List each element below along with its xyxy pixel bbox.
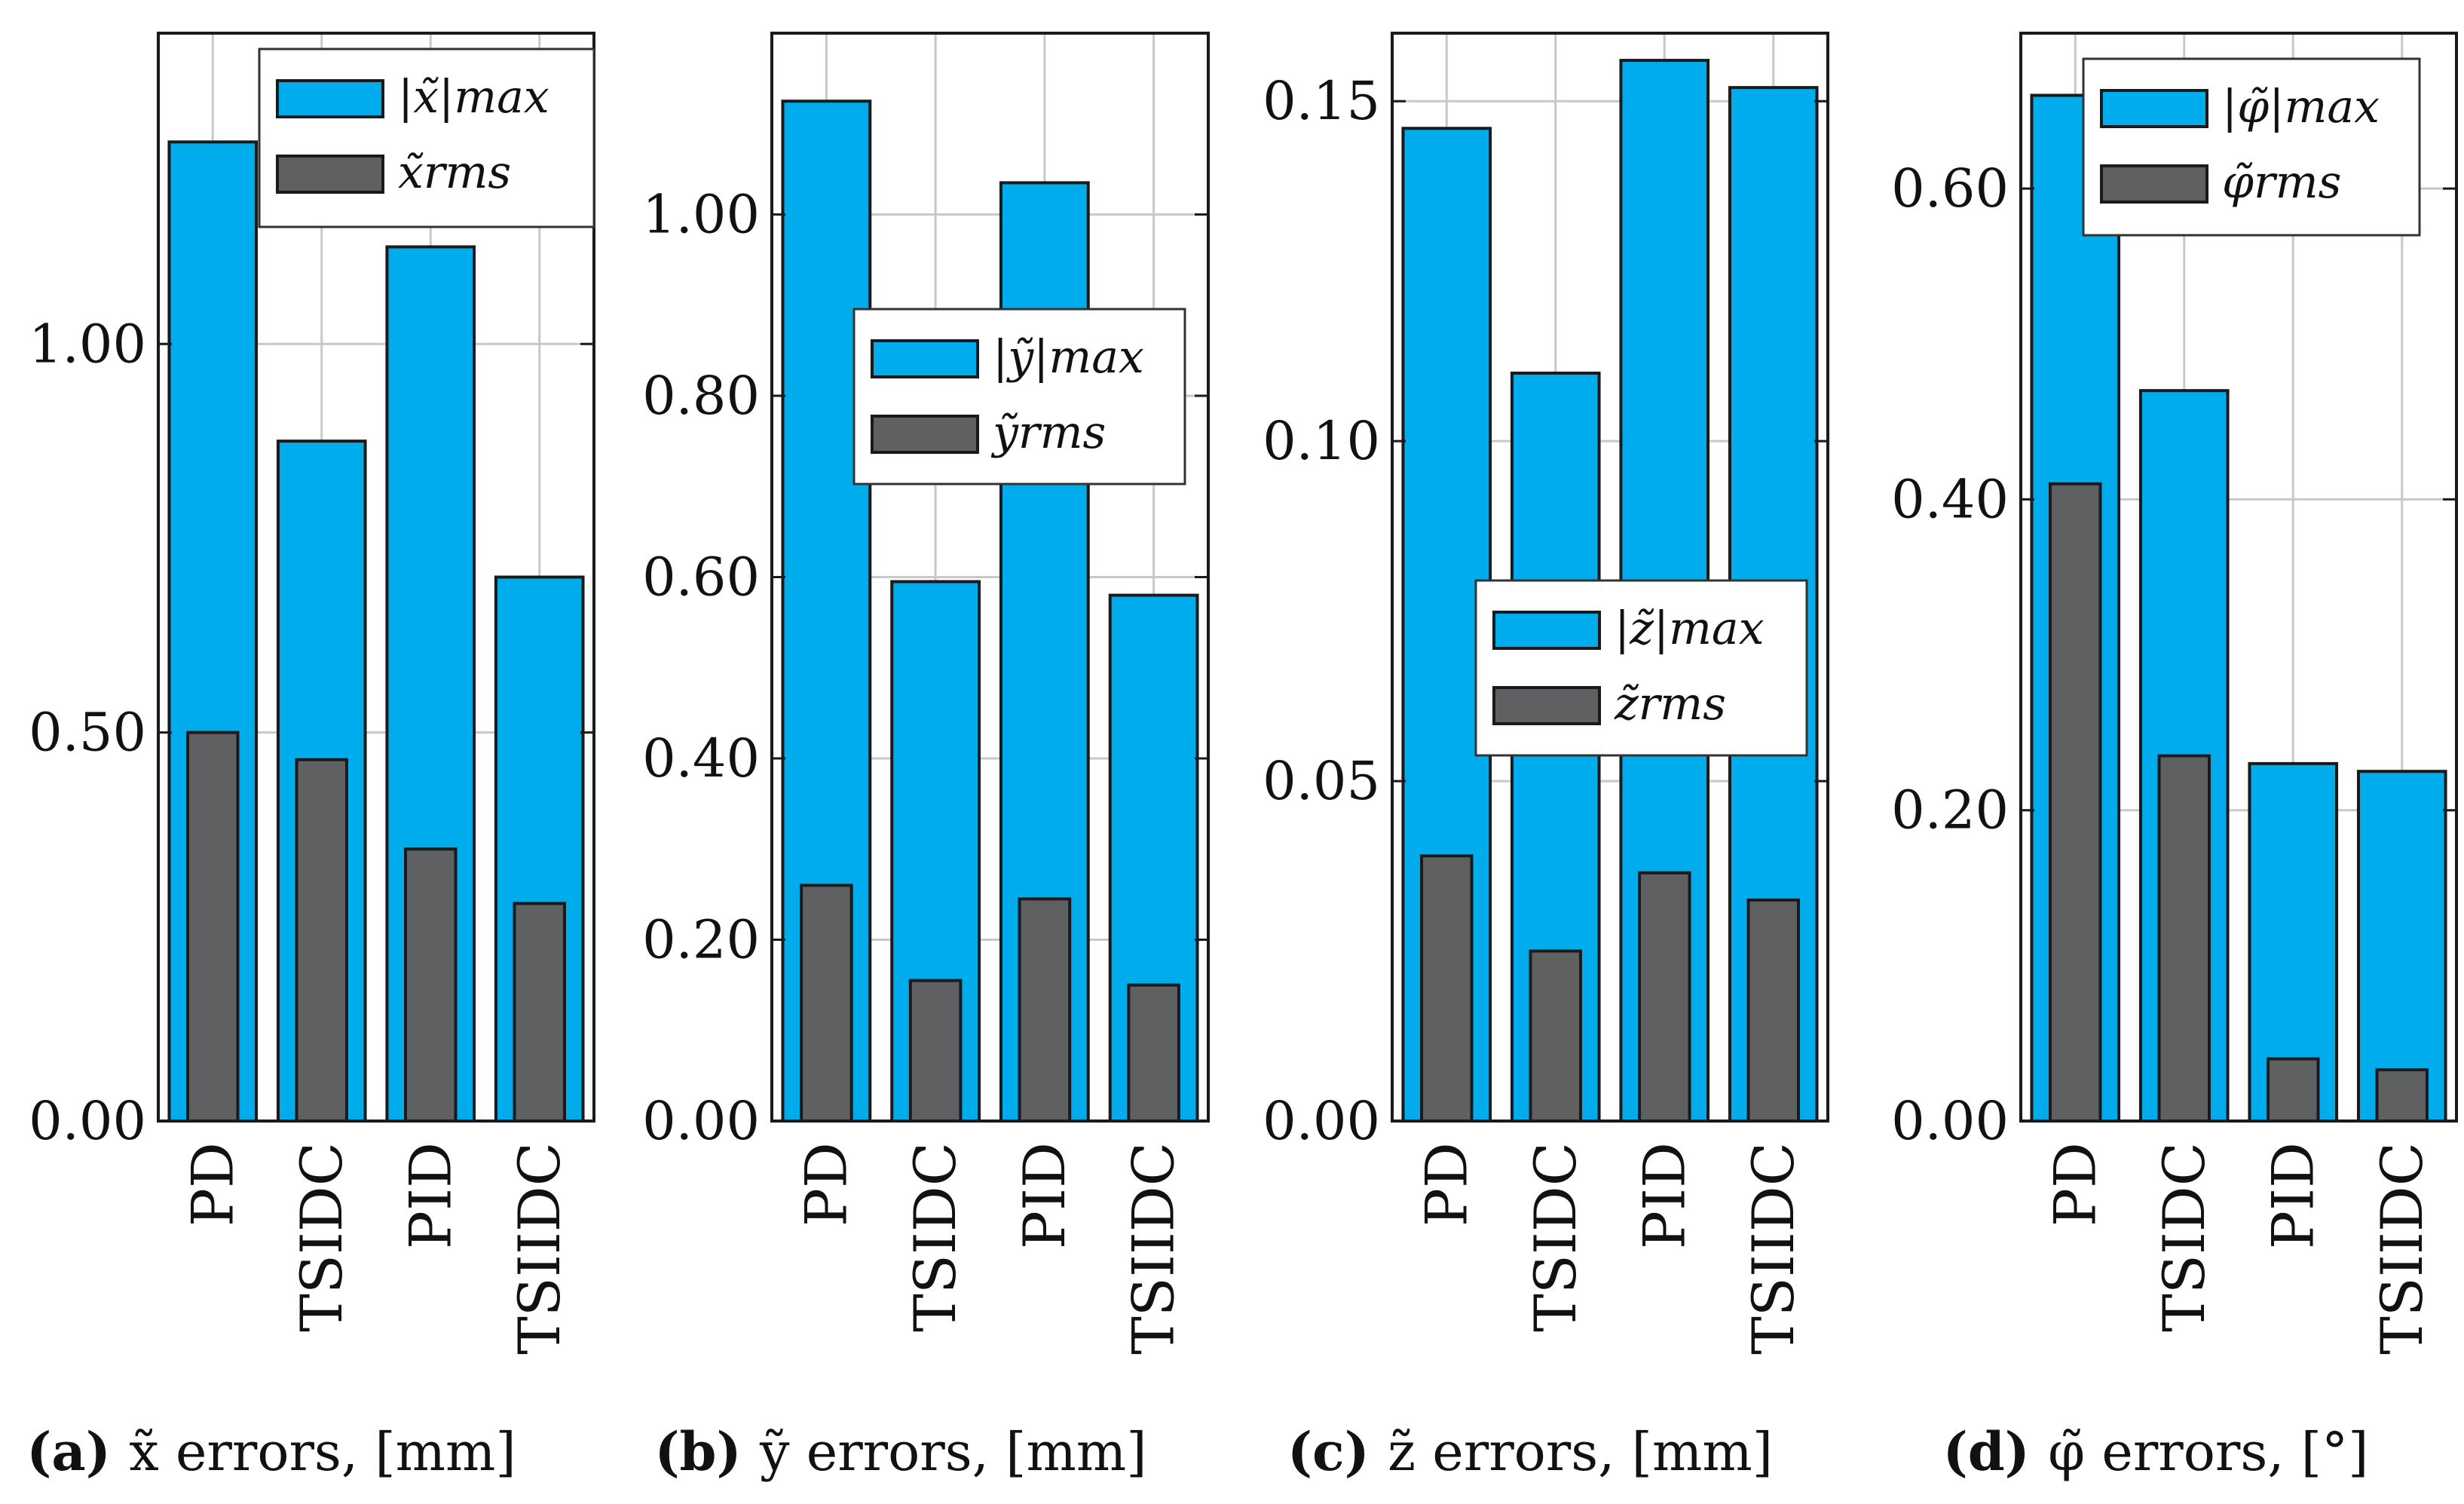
y-tick-label: 0.00 [29,1090,146,1152]
y-tick-label: 0.80 [642,365,760,427]
caption-text: ỹ errors, [mm] [759,1421,1147,1483]
chart-panel-c: 0.00 0.05 0.10 0.15 PD TSIDC PID TSIIDC |z̃|max z… [1263,32,1829,1483]
y-tick-label: 0.50 [29,702,146,764]
y-tick-label: 0.60 [642,547,760,608]
y-tick-label: 0.20 [1891,780,2009,841]
legend-swatch-rms [2100,164,2208,204]
legend-swatch-max [2100,89,2208,128]
legend-swatch-max [871,339,979,378]
y-tick-label: 0.00 [642,1090,760,1152]
axes-frame [1391,32,1829,1123]
legend: |z̃|max z̃rms [1474,579,1808,757]
caption-text: z̃ errors, [mm] [1388,1421,1773,1483]
caption-text: φ̃ errors, [°] [2048,1421,2368,1483]
legend-label-rms: ỹrms [990,406,1106,459]
legend-box [258,47,595,228]
caption-label: (a) [26,1420,129,1483]
bar-rms-pid [1018,897,1072,1123]
x-category-label: TSIIDC [506,1142,573,1355]
caption-label: (b) [654,1420,760,1483]
bar-rms-pd [2049,482,2102,1123]
caption-label: (c) [1287,1420,1388,1483]
x-category-label: TSIDC [2150,1142,2218,1332]
bar-rms-tsidc [908,979,963,1123]
bar-rms-pd [800,884,853,1123]
x-category-label: TSIIDC [2368,1142,2435,1355]
y-tick-label: 0.05 [1263,750,1380,812]
caption-d: (d) φ̃ errors, [°] [1943,1420,2369,1483]
bar-rms-tsidc [1529,949,1582,1123]
legend-swatch-rms [276,155,384,194]
bar-rms-tsiidc [1127,983,1180,1123]
x-category-label: TSIDC [1522,1142,1589,1332]
legend: |x̃|max x̃rms [258,47,595,228]
y-tick-label: 0.10 [1263,410,1380,472]
legend-label-rms: x̃rms [398,146,511,199]
axes-frame [2019,32,2458,1123]
caption-label: (d) [1943,1420,2049,1483]
x-category-label: TSIDC [288,1142,355,1332]
legend-swatch-rms [871,415,979,454]
bar-rms-tsidc [295,758,348,1123]
legend-swatch-rms [1492,686,1601,725]
legend-label-rms: z̃rms [1614,678,1726,731]
chart-panel-a: 0.00 0.50 1.00 PD TSIDC PID TSIIDC |x̃|max x̃rms… [26,32,595,1483]
bar-rms-tsidc [2157,754,2211,1123]
caption-text: x̃ errors, [mm] [129,1421,516,1483]
legend: |φ̃|max φ̃rms [2082,57,2421,237]
x-category-label: PID [2259,1142,2326,1249]
legend-box [1474,579,1808,757]
legend: |ỹ|max ỹrms [852,308,1186,486]
y-tick-label: 0.00 [1263,1090,1380,1152]
caption-c: (c) z̃ errors, [mm] [1287,1420,1773,1483]
bar-max-tsiidc [2356,770,2447,1123]
axes-frame [157,32,595,1123]
x-category-label: PD [792,1142,859,1227]
y-tick-label: 1.00 [642,184,760,246]
legend-box [852,308,1186,486]
bar-rms-pid [404,847,458,1123]
y-tick-label: 0.40 [642,727,760,789]
legend-label-max: |ỹ|max [993,331,1144,384]
y-tick-label: 1.00 [29,313,146,375]
x-category-label: TSIIDC [1120,1142,1187,1355]
y-tick-label: 0.15 [1263,70,1380,132]
x-category-label: TSIIDC [1740,1142,1807,1355]
y-tick-label: 0.40 [1891,468,2009,530]
x-category-label: PD [179,1142,246,1227]
bar-rms-pd [1420,854,1474,1123]
bar-rms-pid [2267,1057,2320,1123]
bar-rms-pid [1638,871,1691,1123]
bar-rms-tsiidc [513,902,566,1123]
legend-swatch-max [1492,611,1601,650]
caption-a: (a) x̃ errors, [mm] [26,1420,516,1483]
y-tick-label: 0.20 [642,909,760,971]
legend-label-max: |z̃|max [1615,602,1765,655]
bar-rms-tsiidc [2375,1068,2429,1123]
caption-b: (b) ỹ errors, [mm] [654,1420,1146,1483]
y-tick-label: 0.60 [1891,158,2009,219]
x-category-label: PD [1413,1142,1480,1227]
x-category-label: PID [396,1142,464,1249]
legend-label-rms: φ̃rms [2222,156,2341,209]
x-category-label: TSIDC [901,1142,969,1332]
y-tick-label: 0.00 [1891,1090,2009,1152]
legend-swatch-max [276,79,384,118]
bar-rms-tsiidc [1746,898,1800,1123]
legend-box [2082,57,2421,237]
chart-panel-d: 0.00 0.20 0.40 0.60 PD TSIDC PID TSIIDC |φ̃|max φ… [1891,32,2458,1483]
x-category-label: PID [1011,1142,1078,1249]
legend-label-max: |x̃|max [398,71,549,124]
x-category-label: PID [1630,1142,1697,1249]
chart-panel-b: 0.00 0.20 0.40 0.60 0.80 1.00 PD TSIDC PID TSIIDC… [642,32,1210,1483]
legend-label-max: |φ̃|max [2222,81,2380,133]
x-category-label: PD [2041,1142,2108,1227]
bar-rms-pd [186,731,240,1123]
